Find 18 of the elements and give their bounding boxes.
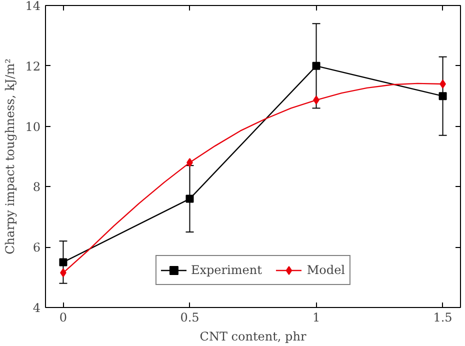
point [59,258,68,266]
point [312,62,320,70]
x-axis-title: CNT content, phr [200,330,306,344]
point [438,92,447,100]
point [186,194,194,203]
y-axis-title: Charpy impact toughness, kJ/m² [3,58,18,254]
y-tick-label: 10 [25,120,41,134]
y-tick-label: 6 [32,240,41,255]
y-tick-label: 12 [25,59,41,74]
x-tick-label: 1 [312,310,320,324]
y-tick-label: 14 [25,0,41,13]
x-tick-label: 1.5 [433,310,452,324]
legend-label: Model [306,263,346,277]
x-tick-label: 0.5 [180,310,200,324]
y-tick-label: 4 [32,301,41,315]
y-tick-label: 8 [32,180,41,194]
legend-label: Experiment [190,263,262,277]
x-tick-label: 0 [59,310,68,324]
